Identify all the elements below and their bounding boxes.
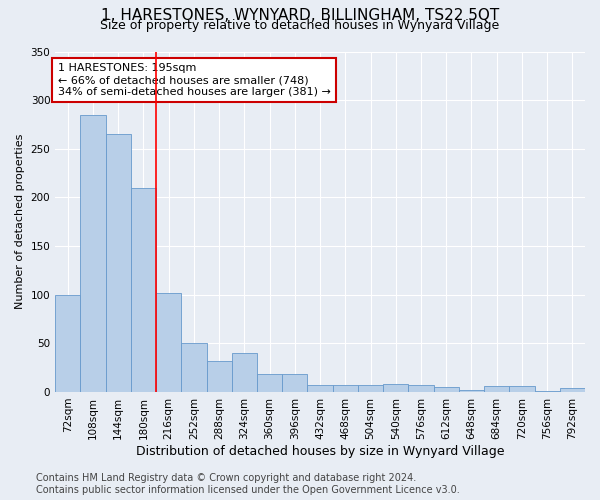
Text: Contains HM Land Registry data © Crown copyright and database right 2024.
Contai: Contains HM Land Registry data © Crown c… — [36, 474, 460, 495]
Bar — [459, 390, 484, 392]
Bar — [156, 292, 181, 392]
Bar — [509, 386, 535, 392]
Bar — [181, 344, 206, 392]
Bar — [434, 387, 459, 392]
Bar — [282, 374, 307, 392]
Bar — [232, 353, 257, 392]
Bar — [409, 385, 434, 392]
Y-axis label: Number of detached properties: Number of detached properties — [15, 134, 25, 310]
Text: 1 HARESTONES: 195sqm
← 66% of detached houses are smaller (748)
34% of semi-deta: 1 HARESTONES: 195sqm ← 66% of detached h… — [58, 64, 331, 96]
Bar — [535, 391, 560, 392]
Bar — [307, 385, 332, 392]
Bar — [206, 361, 232, 392]
Bar — [484, 386, 509, 392]
Bar — [106, 134, 131, 392]
Text: Size of property relative to detached houses in Wynyard Village: Size of property relative to detached ho… — [100, 19, 500, 32]
Bar — [80, 114, 106, 392]
Bar — [560, 388, 585, 392]
Text: 1, HARESTONES, WYNYARD, BILLINGHAM, TS22 5QT: 1, HARESTONES, WYNYARD, BILLINGHAM, TS22… — [101, 8, 499, 22]
X-axis label: Distribution of detached houses by size in Wynyard Village: Distribution of detached houses by size … — [136, 444, 505, 458]
Bar — [55, 294, 80, 392]
Bar — [332, 385, 358, 392]
Bar — [131, 188, 156, 392]
Bar — [358, 385, 383, 392]
Bar — [257, 374, 282, 392]
Bar — [383, 384, 409, 392]
